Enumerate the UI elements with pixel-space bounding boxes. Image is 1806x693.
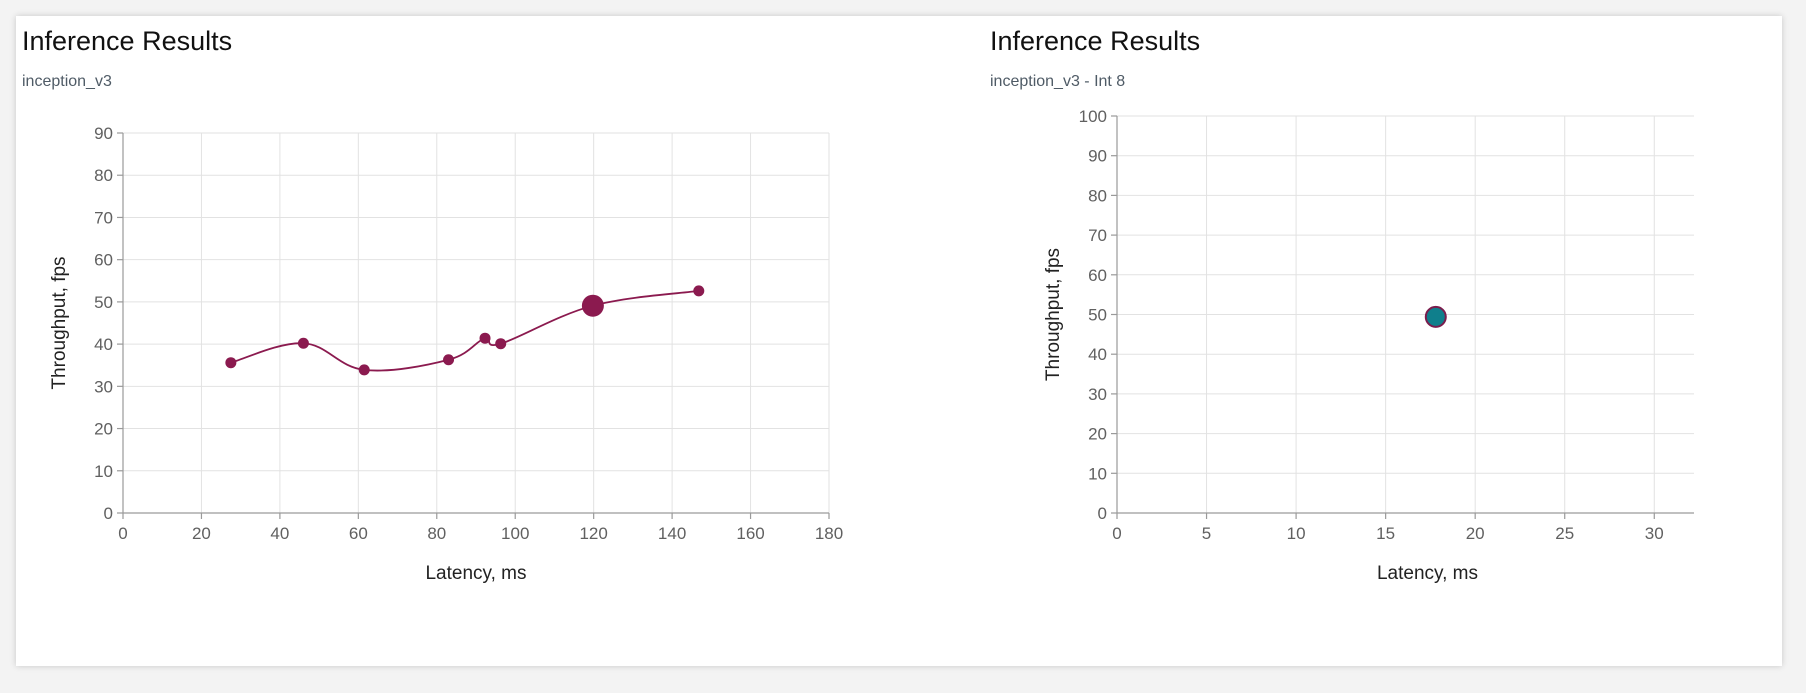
y-tick-label: 10 [1088,464,1107,483]
y-tick-label: 0 [1098,504,1107,523]
data-point [693,285,705,297]
chart-subtitle: inception_v3 [22,73,112,90]
chart-panel-int8: Inference Results inception_v3 - Int 8 0… [984,16,1782,666]
data-point [297,337,309,349]
x-axis-title: Latency, ms [425,563,526,584]
highlighted-data-point [581,294,604,317]
y-tick-label: 100 [1079,107,1107,126]
data-point [1424,305,1447,328]
y-tick-label: 20 [1088,425,1107,444]
x-tick-label: 80 [427,524,446,543]
x-tick-label: 100 [501,524,529,543]
y-tick-label: 50 [94,293,113,312]
x-tick-label: 0 [118,524,127,543]
x-tick-label: 120 [579,524,607,543]
x-tick-label: 20 [1466,524,1485,543]
x-axis-title: Latency, ms [1377,563,1478,584]
x-tick-label: 15 [1376,524,1395,543]
y-tick-label: 50 [1088,306,1107,325]
y-axis-title: Throughput, fps [1043,248,1064,381]
x-tick-label: 40 [270,524,289,543]
chart-panel-fp32: Inference Results inception_v3 0 20 40 60 80… [16,16,984,666]
y-tick-label: 40 [1088,345,1107,364]
y-tick-label: 30 [94,377,113,396]
y-tick-label: 30 [1088,385,1107,404]
y-axis-title: Throughput, fps [49,256,70,389]
series-line [230,290,699,372]
y-tick-label: 80 [1088,186,1107,205]
x-tick-label: 180 [815,524,843,543]
y-tick-label: 60 [94,251,113,270]
throughput-latency-chart: 0 20 40 60 80 100 120 140 160 180 0 10 20 30 40 50 60 70 8… [49,124,843,584]
chart-subtitle: inception_v3 - Int 8 [990,73,1126,90]
data-point [495,338,507,350]
y-tick-label: 0 [104,504,113,523]
data-point [443,354,455,366]
data-point [358,364,370,376]
y-tick-label: 90 [94,124,113,143]
data-point [479,332,491,344]
y-tick-label: 70 [1088,226,1107,245]
chart-title: Inference Results [990,26,1201,56]
y-tick-label: 40 [94,335,113,354]
inference-results-card: Inference Results inception_v3 0 20 40 60 80… [16,16,1782,666]
throughput-latency-chart: 0 5 10 15 20 25 30 0 10 20 30 40 50 60 70 80 90 100 Latenc… [1043,107,1694,584]
x-tick-label: 20 [192,524,211,543]
y-tick-label: 90 [1088,147,1107,166]
x-tick-label: 25 [1555,524,1574,543]
x-tick-label: 5 [1202,524,1211,543]
x-tick-label: 10 [1287,524,1306,543]
x-tick-label: 0 [1112,524,1121,543]
y-tick-label: 10 [94,462,113,481]
y-tick-label: 80 [94,166,113,185]
y-tick-label: 20 [94,420,113,439]
x-tick-label: 140 [658,524,686,543]
data-point [225,357,237,369]
chart-title: Inference Results [22,26,233,56]
y-tick-label: 60 [1088,266,1107,285]
y-tick-label: 70 [94,208,113,227]
x-tick-label: 60 [349,524,368,543]
x-tick-label: 160 [736,524,764,543]
x-tick-label: 30 [1645,524,1664,543]
